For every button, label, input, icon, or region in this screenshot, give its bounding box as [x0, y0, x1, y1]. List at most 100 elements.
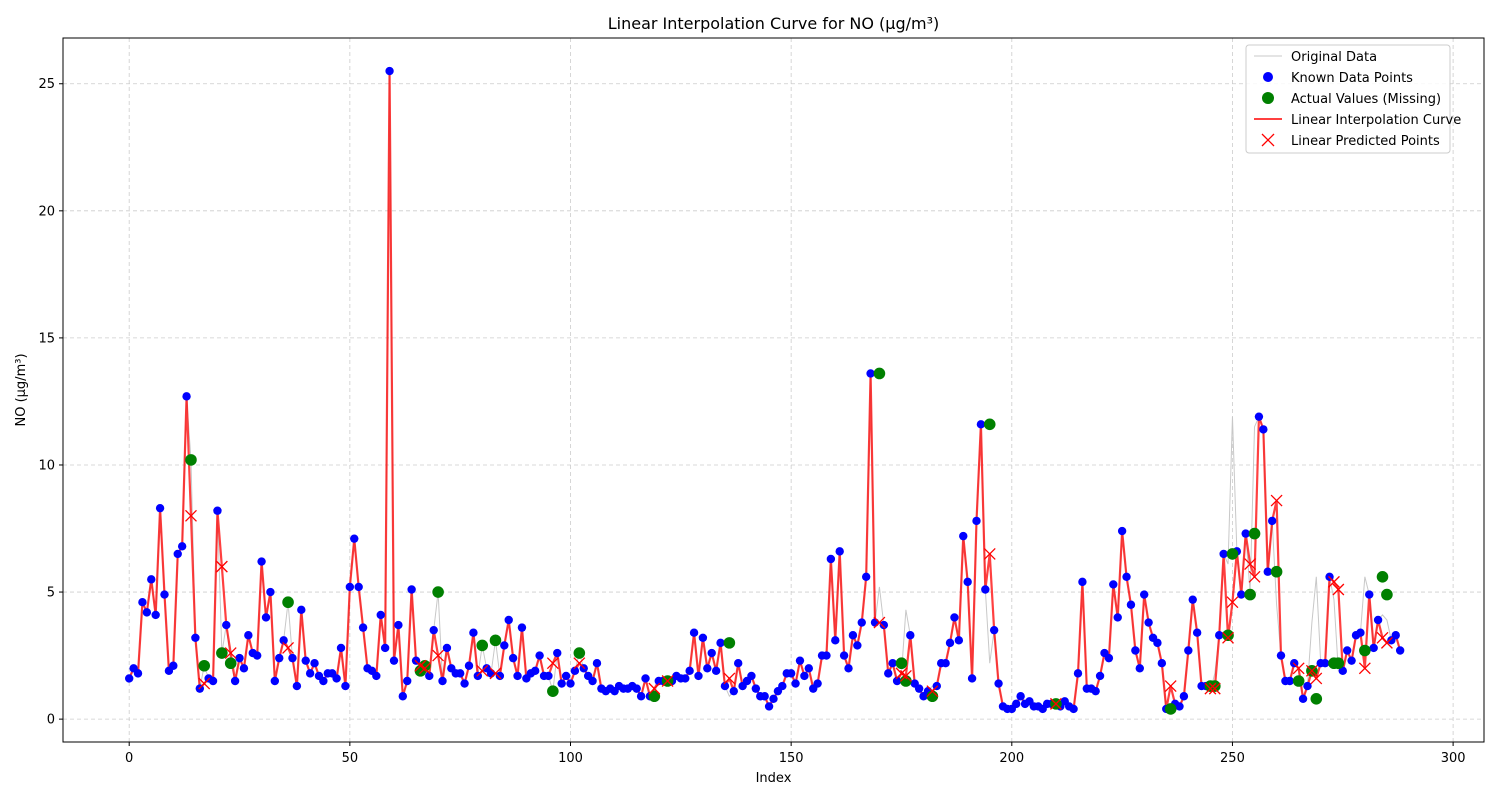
known-data-point: [1104, 653, 1114, 663]
predicted-point-stroke: [282, 642, 295, 654]
known-data-point: [1338, 666, 1347, 676]
x-axis: 0 50 100 150 200 250 300: [125, 742, 1466, 766]
predicted-point: [1049, 697, 1062, 710]
known-data-point: [707, 648, 716, 658]
known-data-point: [914, 684, 924, 693]
known-data-point: [853, 641, 862, 650]
known-data-point: [1219, 549, 1228, 559]
predicted-point: [1380, 636, 1393, 649]
known-data-point: [513, 671, 522, 681]
predicted-points-series: [185, 494, 1393, 710]
predicted-point-stroke: [1292, 662, 1305, 675]
predicted-point-stroke: [432, 649, 445, 662]
known-data-point: [429, 625, 438, 635]
y-axis: 0 5 10 15 20 25: [38, 77, 63, 728]
actual-value-point: [926, 690, 939, 703]
actual-value-point: [723, 637, 736, 649]
known-data-point: [385, 66, 394, 76]
known-data-point: [182, 392, 191, 401]
known-data-point: [791, 679, 800, 688]
predicted-point-stroke: [1244, 558, 1257, 571]
known-data-point: [561, 671, 571, 681]
predicted-point: [282, 642, 295, 654]
predicted-point: [1270, 494, 1283, 507]
known-data-point: [155, 503, 165, 513]
actual-value-point: [419, 659, 431, 672]
legend-known-swatch: [1263, 72, 1273, 82]
known-data-point: [592, 659, 602, 668]
legend-known-label: Known Data Points: [1291, 71, 1413, 86]
known-data-point: [1078, 577, 1087, 587]
legend-predicted-label: Linear Predicted Points: [1291, 134, 1440, 149]
known-data-point: [976, 420, 986, 429]
predicted-point: [573, 657, 586, 670]
predicted-point-stroke: [489, 667, 502, 680]
known-data-point: [566, 679, 575, 688]
known-data-point: [1215, 631, 1224, 640]
predicted-point-stroke: [1222, 631, 1235, 644]
known-data-point: [1153, 638, 1162, 648]
predicted-point-stroke: [1310, 672, 1323, 685]
known-data-point: [1276, 651, 1286, 660]
predicted-point: [476, 664, 489, 677]
known-data-point: [147, 575, 156, 584]
known-data-point: [636, 692, 646, 701]
known-data-point: [804, 664, 814, 673]
known-data-point: [1298, 694, 1308, 703]
known-data-point: [1184, 646, 1193, 655]
y-tick-label: 20: [38, 204, 55, 219]
known-data-point: [301, 656, 310, 665]
known-data-point: [407, 585, 416, 594]
predicted-point-stroke: [723, 672, 736, 685]
actual-value-point: [282, 596, 294, 609]
known-data-point: [438, 676, 447, 686]
predicted-point: [1204, 682, 1217, 695]
known-data-point: [1144, 618, 1153, 627]
actual-value-point: [1310, 692, 1323, 705]
known-data-point: [403, 676, 412, 686]
legend-curve-label: Linear Interpolation Curve: [1291, 113, 1461, 128]
predicted-point-stroke: [983, 547, 996, 560]
known-data-point: [892, 676, 902, 686]
predicted-point-stroke: [1164, 680, 1177, 693]
actual-value-point: [489, 634, 502, 647]
known-data-point: [681, 674, 690, 683]
x-tick-label: 200: [999, 751, 1024, 766]
y-tick-label: 0: [47, 713, 55, 728]
y-axis-label: NO (µg/m³): [14, 353, 29, 426]
predicted-point: [1310, 672, 1323, 685]
known-data-point: [292, 681, 302, 691]
legend-actual-label: Actual Values (Missing): [1291, 92, 1441, 107]
known-data-point: [1069, 704, 1078, 714]
known-data-point: [1267, 516, 1277, 526]
actual-value-point: [432, 586, 444, 598]
predicted-point-stroke: [1270, 494, 1283, 507]
known-data-point: [698, 633, 708, 642]
predicted-point-stroke: [1380, 636, 1393, 649]
known-data-point: [1373, 615, 1383, 625]
known-data-point: [275, 653, 284, 663]
known-data-point: [1263, 567, 1272, 576]
predicted-point-stroke: [418, 662, 431, 675]
known-data-point: [191, 633, 200, 642]
legend-actual-swatch: [1262, 92, 1274, 104]
known-data-point: [133, 669, 143, 678]
known-data-point: [208, 676, 218, 686]
predicted-point-stroke: [895, 667, 908, 680]
known-data-point: [1259, 425, 1268, 434]
x-tick-label: 50: [342, 751, 359, 766]
predicted-point-stroke: [1049, 697, 1062, 710]
predicted-point: [1305, 664, 1318, 677]
predicted-point-stroke: [573, 657, 586, 670]
predicted-point-stroke: [1358, 662, 1371, 675]
known-data-point: [530, 666, 540, 676]
legend: Original Data Known Data Points Actual V…: [1245, 44, 1461, 154]
predicted-point-stroke: [1305, 664, 1318, 677]
known-data-point: [839, 651, 849, 660]
legend-original-label: Original Data: [1291, 50, 1377, 65]
known-data-point: [1342, 646, 1352, 655]
actual-value-point: [198, 659, 211, 672]
known-data-point: [959, 531, 968, 541]
known-data-point: [213, 506, 222, 515]
known-data-point: [1356, 628, 1365, 637]
